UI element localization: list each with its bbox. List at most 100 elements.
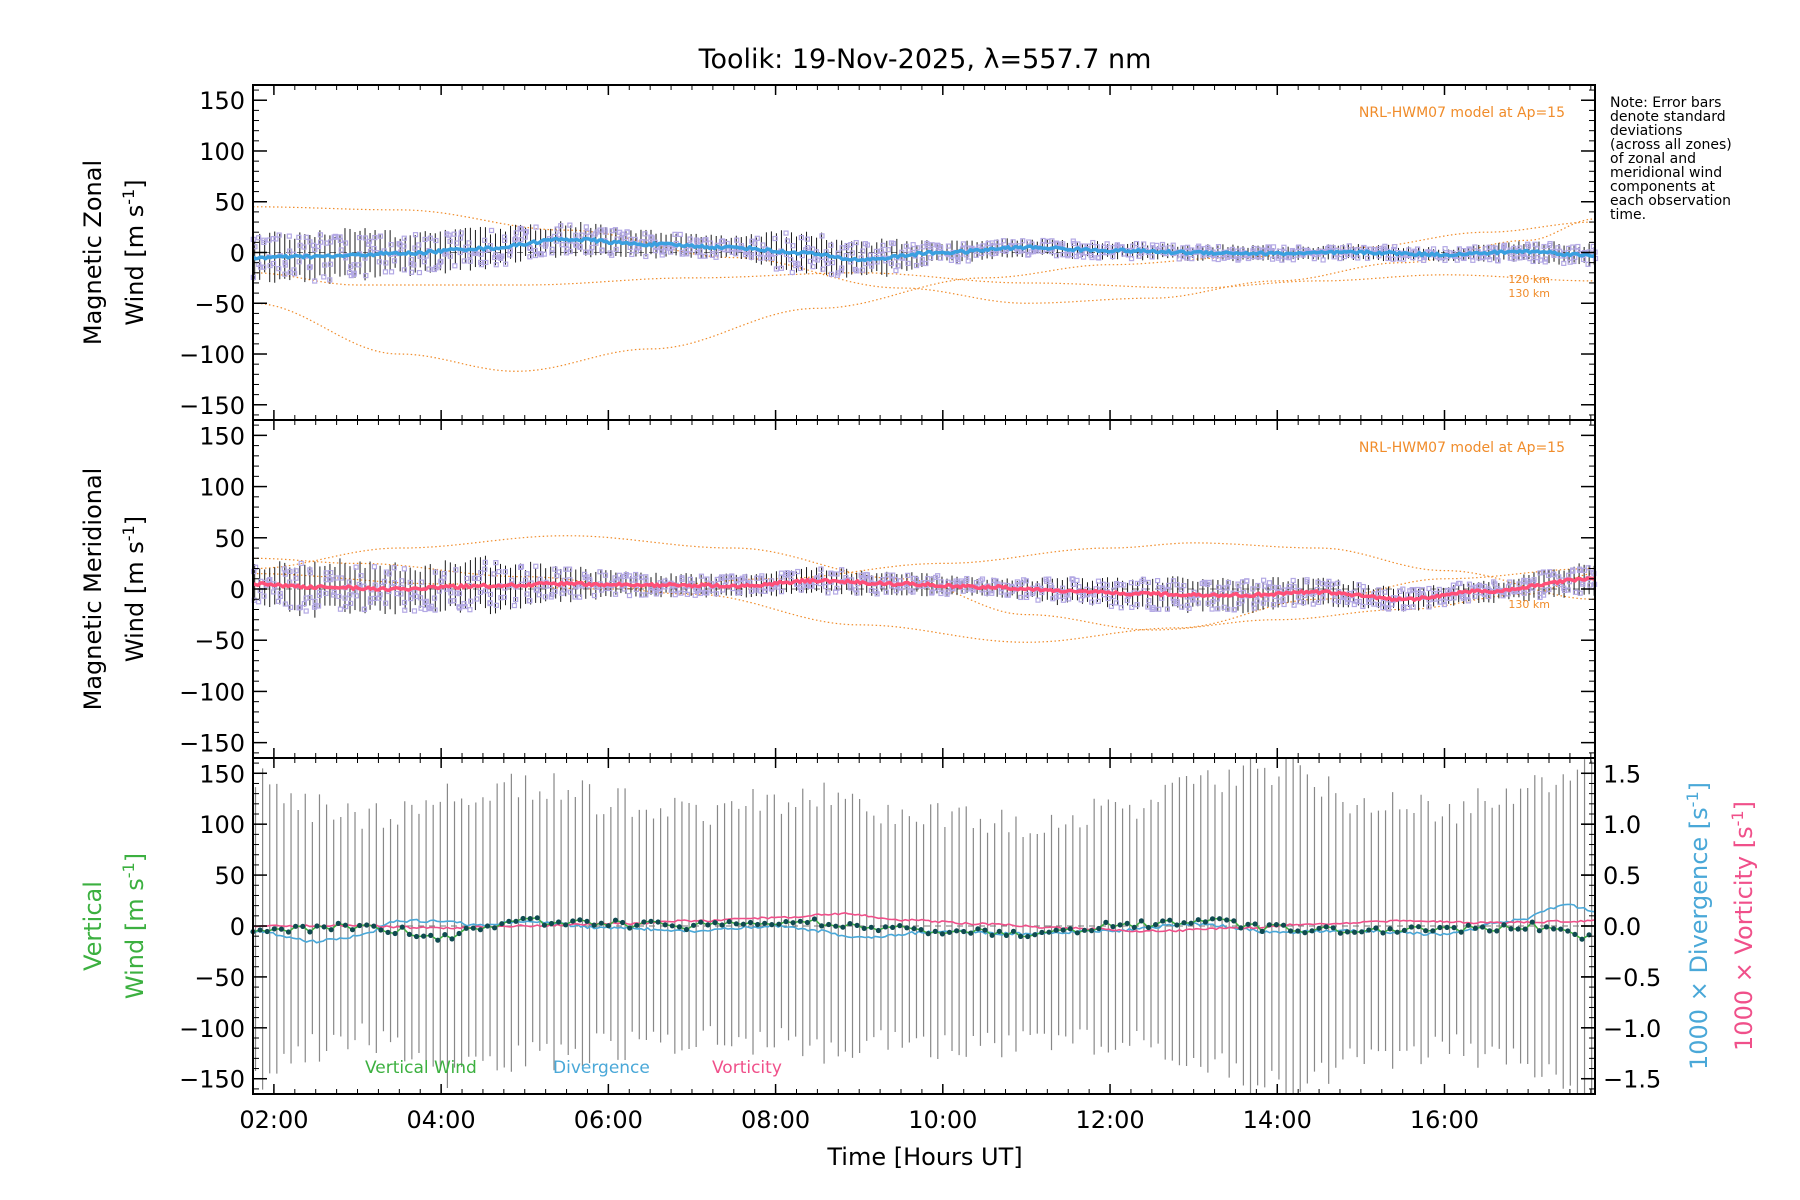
zone-sample	[512, 237, 518, 243]
zone-sample	[421, 259, 427, 265]
vertical-wind-point	[349, 927, 356, 933]
zone-sample	[488, 227, 495, 234]
zone-sample	[1415, 586, 1421, 593]
zone-sample	[973, 252, 979, 258]
zone-sample	[697, 590, 704, 597]
model-altitude-label: 130 km	[1508, 598, 1550, 611]
vertical-wind-point	[314, 923, 320, 929]
zone-sample	[401, 267, 408, 273]
zone-sample	[461, 258, 467, 264]
zone-sample	[795, 568, 801, 575]
zone-sample	[1566, 572, 1572, 578]
zone-sample	[778, 589, 785, 595]
vertical-wind-point	[413, 933, 420, 940]
vertical-wind-point	[1174, 922, 1180, 928]
zone-sample	[1069, 576, 1075, 582]
zone-sample	[342, 595, 348, 601]
zone-sample	[682, 586, 688, 593]
vertical-wind-point	[1529, 919, 1535, 925]
zone-sample	[1054, 240, 1060, 246]
zone-sample	[549, 592, 555, 598]
zone-sample	[476, 575, 482, 582]
zone-sample	[1419, 587, 1425, 593]
vertical-wind-point	[1408, 924, 1415, 930]
zone-sample	[1361, 245, 1367, 251]
y-axis-label-line1: Magnetic Zonal	[79, 160, 107, 345]
zone-sample	[1043, 576, 1049, 582]
zone-sample	[804, 236, 810, 242]
zone-sample	[979, 576, 986, 582]
zone-sample	[1270, 584, 1276, 590]
zone-sample	[848, 242, 854, 248]
zone-sample	[457, 605, 463, 611]
zone-sample	[1074, 577, 1080, 584]
zone-sample	[1229, 246, 1235, 253]
zone-sample	[983, 590, 990, 596]
zone-sample	[1078, 597, 1084, 603]
zone-sample	[1356, 582, 1362, 588]
zone-sample	[533, 224, 539, 230]
zone-sample	[1254, 598, 1260, 604]
vertical-wind-point	[520, 915, 526, 922]
zone-sample	[1542, 259, 1548, 265]
zone-sample	[1255, 246, 1261, 252]
zone-sample	[1053, 594, 1059, 600]
zone-sample	[1215, 584, 1222, 590]
zone-sample	[626, 573, 633, 579]
zone-sample	[1049, 238, 1055, 244]
vertical-wind-point	[946, 929, 953, 935]
zone-sample	[1141, 241, 1147, 247]
zone-sample	[1545, 572, 1552, 579]
zone-sample	[1451, 595, 1457, 601]
zone-sample	[343, 604, 349, 610]
zone-sample	[1320, 595, 1326, 601]
zone-sample	[1260, 600, 1266, 606]
zone-sample	[532, 252, 539, 259]
zone-sample	[256, 235, 262, 241]
zone-sample	[839, 567, 845, 573]
zone-sample	[513, 230, 519, 236]
vertical-wind-point	[577, 917, 583, 923]
zone-sample	[1351, 601, 1357, 608]
zone-sample	[880, 251, 886, 257]
zone-sample	[863, 571, 869, 578]
zone-sample	[1156, 606, 1162, 612]
zone-sample	[275, 598, 282, 604]
zone-sample	[1405, 604, 1411, 611]
zone-sample	[1005, 592, 1011, 598]
mean-wind-line	[252, 576, 1596, 603]
zone-sample	[408, 590, 414, 597]
zone-sample	[1466, 581, 1473, 587]
zone-sample	[639, 592, 645, 598]
zone-sample	[1184, 255, 1190, 261]
zone-sample	[433, 237, 439, 244]
vertical-wind-point	[875, 927, 882, 934]
vertical-wind-point	[1238, 925, 1244, 931]
zone-sample	[742, 574, 748, 580]
vertical-wind-point	[470, 925, 476, 931]
zone-sample	[407, 579, 413, 586]
zone-sample	[1410, 604, 1416, 610]
zone-sample	[1089, 599, 1095, 605]
vertical-wind-point	[1032, 932, 1038, 938]
vertical-wind-point	[264, 928, 270, 935]
y-tick-label: −150	[179, 392, 245, 420]
vertical-wind-point	[662, 922, 668, 928]
zone-sample	[687, 576, 694, 583]
zone-sample	[860, 248, 866, 254]
vertical-wind-point	[726, 919, 732, 925]
zone-sample	[1025, 252, 1031, 258]
zone-sample	[497, 254, 503, 260]
zone-sample	[828, 570, 834, 576]
zone-sample	[456, 604, 462, 610]
zone-sample	[1335, 598, 1342, 605]
zone-sample	[523, 577, 529, 583]
zone-sample	[1501, 242, 1508, 248]
x-axis: 02:00 04:00 06:00 08:00 10:00 12:00 14:00 16:00	[239, 1106, 1479, 1134]
vertical-wind-point	[1437, 924, 1443, 931]
zone-sample	[1108, 603, 1115, 609]
zone-sample	[482, 566, 488, 572]
zone-sample	[464, 575, 470, 582]
zone-sample	[1190, 596, 1196, 602]
legend-entry: Vorticity	[712, 1058, 782, 1078]
